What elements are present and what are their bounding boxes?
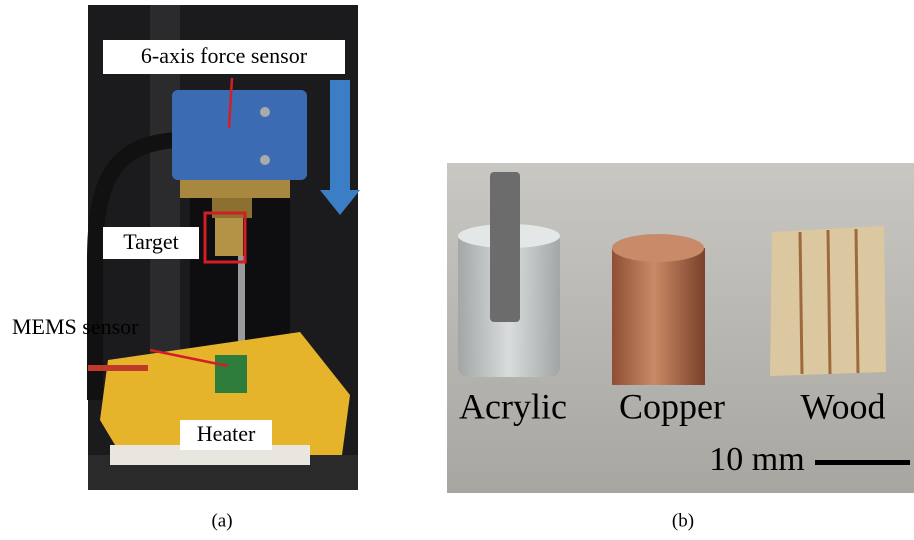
grain: [800, 232, 802, 374]
screw: [260, 155, 270, 165]
panel-a-photo: 6-axis force sensor Target MEMS sensor H…: [12, 5, 360, 490]
label: Target: [123, 229, 178, 254]
grain: [856, 229, 858, 373]
scale-bar: [815, 460, 910, 465]
panel-b-photo: Acrylic Copper Wood 10 mm: [447, 163, 914, 493]
caption: (a): [211, 510, 232, 531]
page: 6-axis force sensor Target MEMS sensor H…: [0, 0, 914, 540]
copper-top: [612, 234, 704, 262]
label: MEMS sensor: [12, 314, 139, 339]
figure: 6-axis force sensor Target MEMS sensor H…: [0, 0, 914, 540]
label: Wood: [800, 386, 885, 426]
flange: [180, 180, 290, 198]
screw: [260, 107, 270, 117]
caption: (b): [672, 510, 694, 531]
label: Copper: [619, 386, 725, 426]
force-sensor: [172, 90, 307, 180]
bolt: [490, 172, 520, 322]
copper: [612, 248, 705, 385]
wire: [88, 365, 148, 371]
target: [215, 218, 243, 256]
label: 6-axis force sensor: [141, 43, 308, 68]
grain: [828, 230, 830, 374]
label: Heater: [197, 421, 256, 446]
label: Acrylic: [459, 386, 567, 426]
mems-chip: [215, 355, 247, 393]
scale-label: 10 mm: [709, 441, 804, 478]
